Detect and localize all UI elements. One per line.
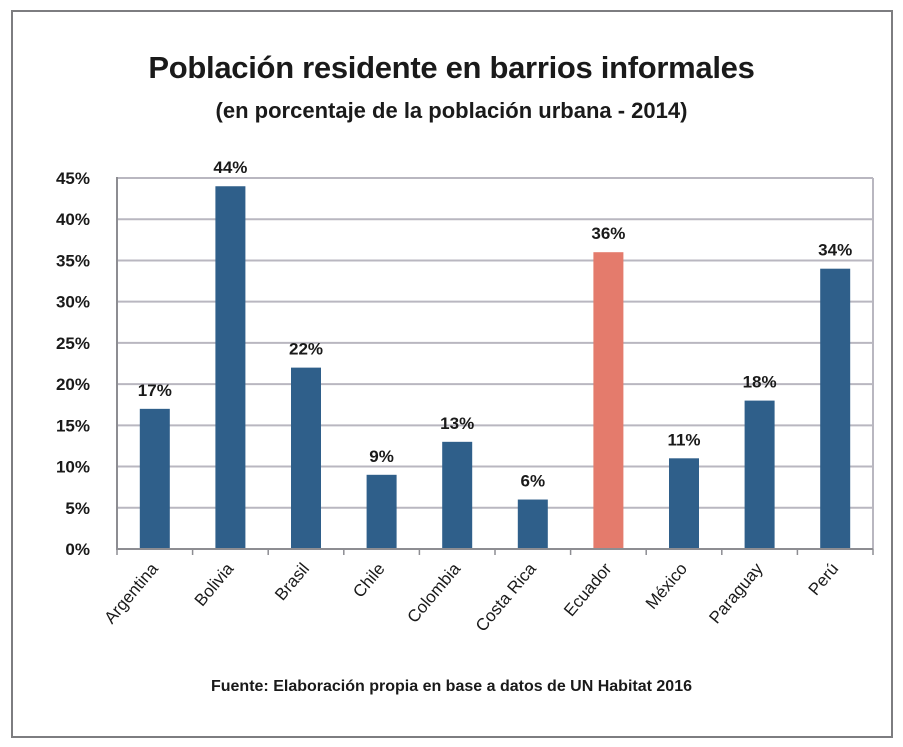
- x-tick-label: Chile: [349, 559, 388, 601]
- x-tick-label: Brasil: [271, 559, 313, 604]
- x-tick-labels: Argentina Bolivia Brasil Chile Colombia Costa…: [101, 559, 843, 635]
- data-label: 9%: [369, 447, 394, 466]
- bar-argentina: [139, 408, 170, 549]
- y-tick-label: 45%: [56, 169, 90, 188]
- bar-méxico: [669, 458, 699, 549]
- x-tick-label: Colombia: [404, 559, 465, 627]
- data-label: 22%: [289, 340, 323, 359]
- data-label: 18%: [743, 373, 777, 392]
- data-label: 13%: [440, 414, 474, 433]
- bar-perú: [820, 268, 851, 549]
- y-tick-label: 40%: [56, 210, 90, 229]
- data-label: 36%: [591, 224, 625, 243]
- axes: [116, 177, 874, 555]
- bar-brasil: [291, 367, 321, 549]
- x-tick-label: Argentina: [101, 559, 163, 627]
- data-label: 17%: [138, 381, 172, 400]
- x-tick-label: Bolivia: [191, 559, 238, 610]
- x-tick-label: Perú: [805, 559, 843, 599]
- y-tick-label: 10%: [56, 458, 90, 477]
- data-label: 11%: [667, 430, 700, 449]
- bar-bolivia: [215, 186, 246, 549]
- chart-subtitle: (en porcentaje de la población urbana - …: [215, 98, 688, 123]
- y-tick-label: 0%: [65, 540, 90, 559]
- y-tick-label: 5%: [65, 499, 90, 518]
- x-tick-label: Paraguay: [705, 559, 767, 627]
- chart-title: Población residente en barrios informale…: [148, 50, 755, 85]
- bar-chile: [366, 474, 397, 549]
- x-tick-label: Ecuador: [560, 559, 615, 620]
- y-tick-label: 15%: [56, 416, 90, 435]
- x-tick-label: Costa Rica: [472, 559, 540, 635]
- bar-costa-rica: [517, 499, 548, 549]
- y-tick-label: 30%: [56, 293, 90, 312]
- bar-colombia: [442, 441, 473, 549]
- data-labels: 17% 44% 22% 9% 13% 6% 36% 11% 18% 34%: [138, 158, 852, 490]
- y-tick-labels: 0% 5% 10% 15% 20% 25% 30% 35% 40% 45%: [56, 169, 90, 559]
- data-label: 34%: [818, 241, 852, 260]
- bar-ecuador: [593, 252, 624, 549]
- bar-paraguay: [744, 400, 775, 549]
- chart-source-note: Fuente: Elaboración propia en base a dat…: [210, 678, 692, 695]
- y-tick-label: 35%: [56, 251, 90, 270]
- bars: [139, 186, 851, 549]
- x-tick-label: México: [642, 559, 691, 612]
- data-label: 6%: [521, 472, 546, 491]
- chart-frame: [11, 10, 893, 738]
- data-label: 44%: [213, 158, 247, 177]
- y-tick-label: 25%: [56, 334, 90, 353]
- y-tick-label: 20%: [56, 375, 90, 394]
